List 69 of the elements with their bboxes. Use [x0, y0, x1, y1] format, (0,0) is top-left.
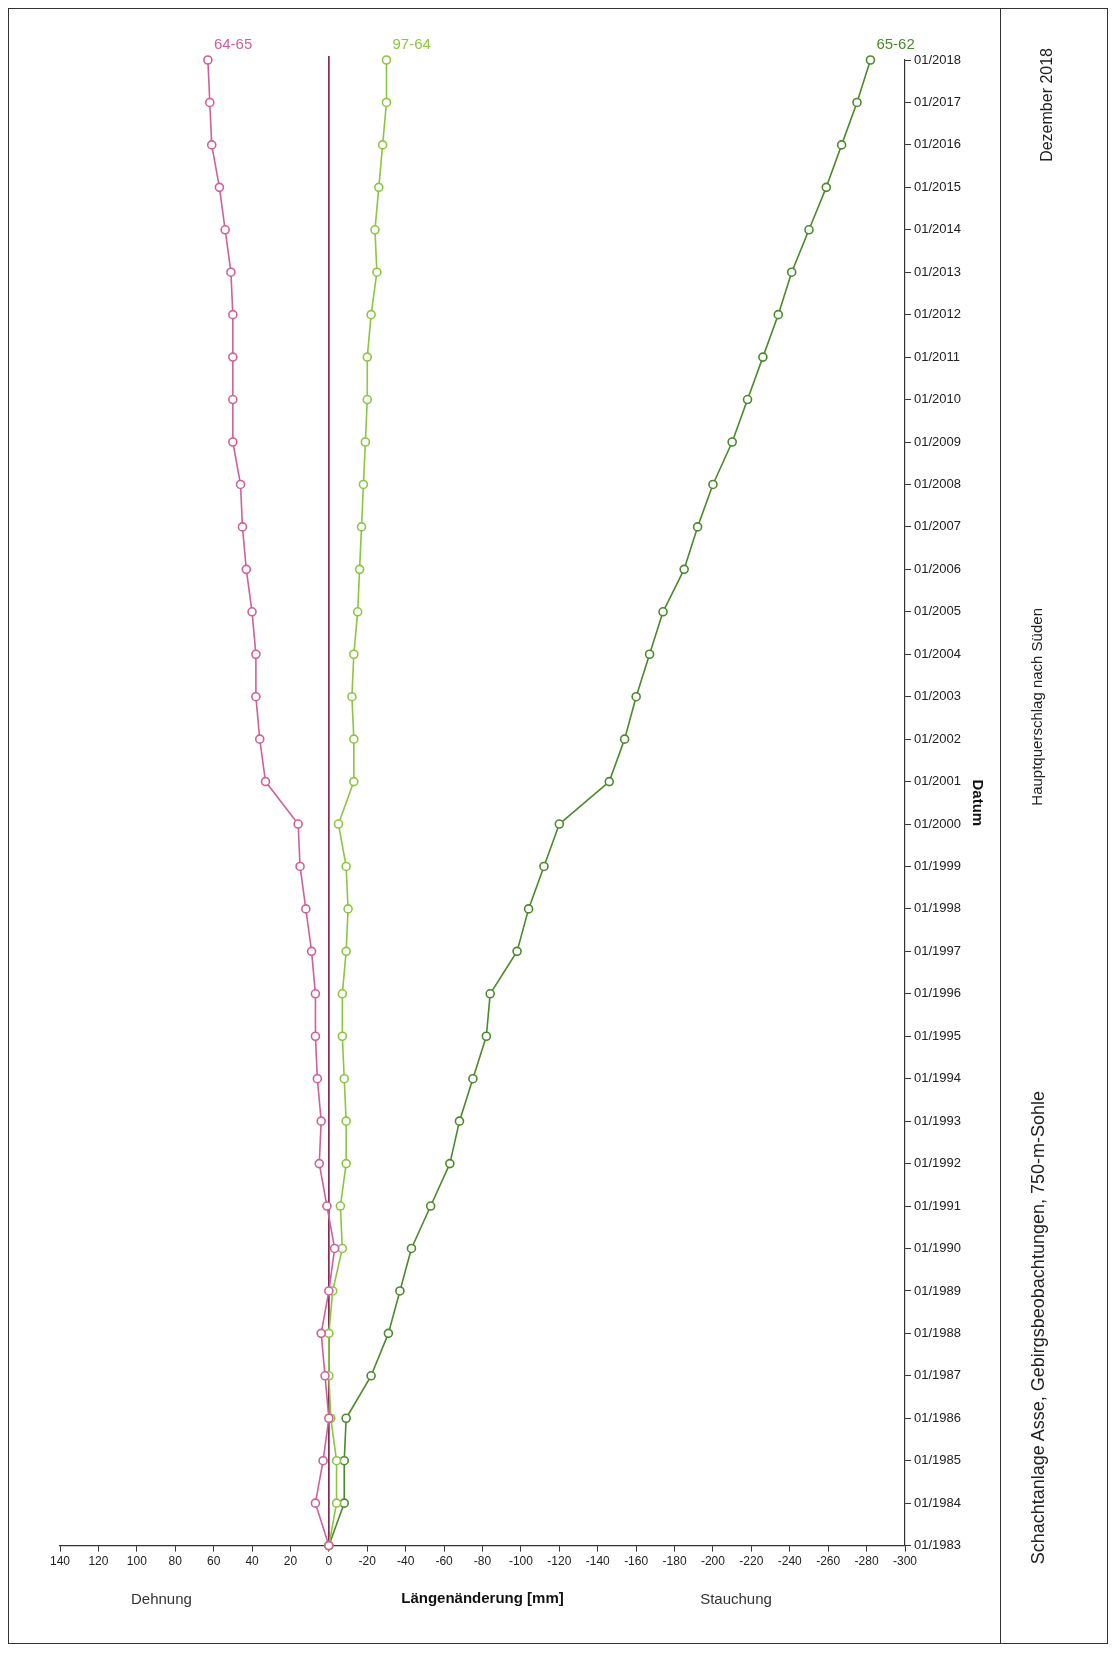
y-tick-label: 01/1994	[914, 1070, 962, 1086]
y-tick-label: 01/1983	[914, 1537, 962, 1553]
y-tick-label: 01/2017	[914, 94, 962, 110]
series-label: 65-62	[876, 34, 915, 52]
x-tick-label: -140	[585, 1554, 611, 1569]
y-axis-title: Datum	[969, 779, 987, 827]
x-tick-label: -100	[508, 1554, 534, 1569]
y-tick-label: 01/2016	[914, 136, 962, 152]
x-axis-title: Längenänderung [mm]	[401, 1589, 564, 1607]
text: Stauchung	[700, 1590, 772, 1608]
x-tick-label: -20	[358, 1554, 377, 1569]
y-tick-label: 01/2006	[914, 560, 962, 576]
x-tick-label: 60	[206, 1554, 221, 1569]
x-tick-label: -180	[662, 1554, 687, 1569]
x-tick-label: -40	[397, 1554, 415, 1569]
y-tick-label: 01/2005	[914, 603, 962, 619]
y-tick-label: 01/1996	[914, 985, 962, 1001]
y-tick-label: 01/1988	[914, 1324, 962, 1340]
x-tick-label: -240	[777, 1554, 803, 1569]
y-tick-label: 01/1989	[914, 1282, 962, 1298]
y-tick-label: 01/2007	[914, 518, 962, 534]
y-tick-label: 01/1993	[914, 1112, 962, 1128]
x-tick-label: 40	[245, 1554, 260, 1569]
y-tick-label: 01/1986	[914, 1409, 962, 1425]
y-tick-label: 01/2003	[914, 688, 962, 704]
y-tick-label: 01/2004	[914, 645, 962, 661]
x-tick-label: -260	[816, 1554, 841, 1569]
x-tick-label: 80	[168, 1554, 183, 1569]
y-tick-label: 01/2018	[914, 51, 962, 67]
y-tick-label: 01/2008	[914, 476, 962, 492]
y-tick-label: 01/1991	[914, 1197, 962, 1213]
x-tick-label: -80	[473, 1554, 492, 1569]
y-tick-label: 01/2001	[914, 773, 962, 789]
y-tick-label: 01/1984	[914, 1494, 962, 1510]
x-tick-label: 0	[325, 1554, 333, 1569]
y-tick-label: 01/1985	[914, 1452, 962, 1468]
y-tick-label: 01/2014	[914, 221, 962, 237]
x-tick-label: -160	[624, 1554, 649, 1569]
series-label: 64-65	[213, 34, 253, 52]
y-tick-label: 01/1999	[914, 858, 962, 874]
y-tick-label: 01/1990	[914, 1240, 962, 1256]
x-tick-label: -220	[739, 1554, 764, 1569]
y-tick-label: 01/1997	[914, 942, 962, 958]
x-tick-label: -280	[854, 1554, 879, 1569]
text: Hauptquerschlag nach Süden	[1028, 608, 1045, 806]
y-tick-label: 01/1992	[914, 1155, 962, 1171]
y-tick-label: 01/2013	[914, 263, 962, 279]
x-tick-label: 140	[49, 1554, 71, 1569]
x-tick-label: 100	[126, 1554, 148, 1569]
y-tick-label: 01/1998	[914, 900, 962, 916]
y-tick-label: 01/2010	[914, 391, 962, 407]
y-tick-label: 01/2012	[914, 306, 962, 322]
y-tick-label: 01/1987	[914, 1367, 962, 1383]
x-tick-label: 20	[283, 1554, 298, 1569]
x-tick-label: 120	[88, 1554, 109, 1569]
text: Schachtanlage Asse, Gebirgsbeobachtungen, 750-m-Sohle	[1028, 1090, 1049, 1564]
y-tick-label: 01/2015	[914, 178, 962, 194]
y-tick-label: 01/1995	[914, 1027, 962, 1043]
y-tick-label: 01/2000	[914, 815, 962, 831]
y-tick-label: 01/2011	[914, 348, 961, 364]
text: Dezember 2018	[1038, 48, 1056, 162]
text: Dehnung	[130, 1590, 192, 1608]
series-label: 97-64	[392, 34, 431, 52]
x-tick-label: -300	[892, 1554, 918, 1569]
x-tick-label: -200	[700, 1554, 726, 1569]
x-tick-label: -60	[435, 1554, 454, 1569]
y-tick-label: 01/2002	[914, 730, 962, 746]
x-tick-label: -120	[547, 1554, 572, 1569]
y-tick-label: 01/2009	[914, 433, 962, 449]
